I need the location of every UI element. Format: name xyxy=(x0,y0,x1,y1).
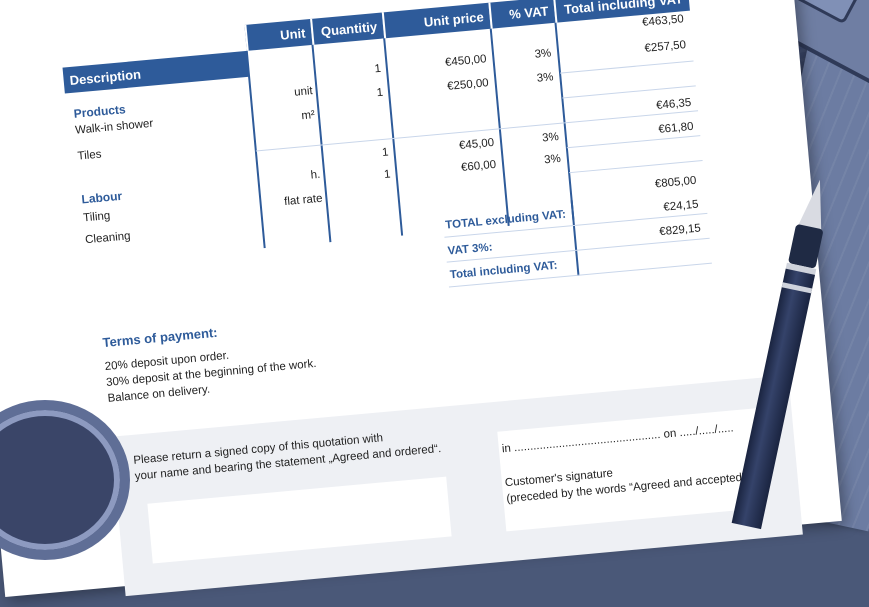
pen-grip xyxy=(787,223,824,269)
row-divider xyxy=(569,160,703,174)
row-quantity: 1 xyxy=(381,146,390,160)
row-unit-price: €60,00 xyxy=(460,158,497,174)
row-divider xyxy=(560,60,694,74)
row-unit: h. xyxy=(310,168,321,182)
row-vat: 3% xyxy=(541,130,560,145)
row-divider xyxy=(562,85,696,99)
row-description: Tiling xyxy=(82,209,111,225)
row-vat: 3% xyxy=(536,71,554,85)
column-header-unit-price: Unit price xyxy=(381,2,491,39)
row-unit: unit xyxy=(293,85,314,99)
column-header-quantity: Quantitiy xyxy=(310,12,385,45)
column-header-unit: Unit xyxy=(244,19,313,51)
quotation-paper: Bathroom renovation Description Unit Qua… xyxy=(0,0,842,598)
row-unit-price: €250,00 xyxy=(446,77,490,93)
row-unit-price: €45,00 xyxy=(458,136,495,153)
row-description: Walk-in shower xyxy=(74,117,154,137)
vat-label: VAT 3%: xyxy=(447,241,494,258)
row-unit: m² xyxy=(300,109,316,123)
row-unit: flat rate xyxy=(283,192,323,209)
row-description: Tiles xyxy=(77,148,102,163)
column-header-description: Description xyxy=(62,50,250,94)
section-heading-labour: Labour xyxy=(80,188,123,207)
total-including-vat-value: €829,15 xyxy=(658,222,702,239)
row-quantity: 1 xyxy=(376,86,384,100)
section-heading-products: Products xyxy=(73,102,127,121)
row-vat: 3% xyxy=(543,152,562,167)
total-excluding-vat-value: €805,00 xyxy=(654,174,697,191)
row-description: Cleaning xyxy=(84,230,132,247)
row-quantity: 1 xyxy=(383,168,392,181)
column-header-vat: % VAT xyxy=(488,0,556,29)
terms-title: Terms of payment: xyxy=(101,324,219,351)
pen-nib xyxy=(797,177,832,232)
